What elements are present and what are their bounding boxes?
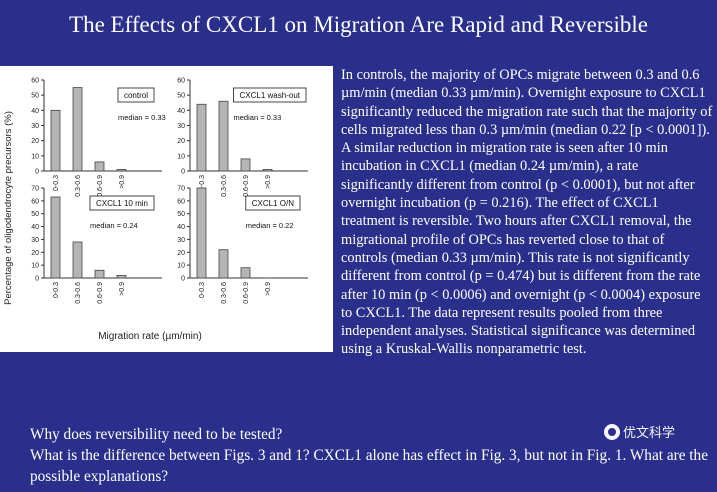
bar xyxy=(116,275,127,279)
y-tick-label: 10 xyxy=(177,153,185,160)
bar xyxy=(196,187,207,279)
bar xyxy=(72,87,83,172)
y-tick-label: 30 xyxy=(177,123,185,130)
bar-chart-figure: Percentage of oligodendrocyte precursors… xyxy=(3,78,308,342)
y-tick-label: 40 xyxy=(31,108,39,115)
watermark: 优文科学 xyxy=(604,422,675,441)
bar xyxy=(94,269,105,279)
y-tick-label: 50 xyxy=(31,211,39,218)
y-tick-label: 30 xyxy=(31,123,39,130)
legend-label: CXCL1 wash-out xyxy=(240,91,301,100)
bar xyxy=(240,158,251,172)
category-label: 0.3-0.6 xyxy=(75,175,82,197)
bar xyxy=(218,249,229,279)
y-tick-label: 10 xyxy=(31,263,39,270)
category-label: 0.6-0.9 xyxy=(243,175,250,197)
category-label: 0.3-0.6 xyxy=(221,175,228,197)
category-label: 0.6-0.9 xyxy=(97,175,104,197)
subplot-2: 0 10 20 30 40 50 60 0-0.3 0.3-0.6 0.6-0.9 >0.9 CXCL… xyxy=(177,78,308,197)
median-annotation: median = 0.24 xyxy=(90,221,138,230)
category-label: >0.9 xyxy=(119,175,126,189)
question-figure-difference: What is the difference between Figs. 3 a… xyxy=(30,447,708,485)
category-label: 0.3-0.6 xyxy=(221,282,228,304)
category-label: 0-0.3 xyxy=(53,282,60,298)
median-annotation: median = 0.33 xyxy=(234,113,282,122)
bar xyxy=(94,161,105,172)
bar xyxy=(218,100,229,172)
y-tick-label: 20 xyxy=(31,250,39,257)
legend-box xyxy=(117,87,155,103)
slide-title: The Effects of CXCL1 on Migration Are Ra… xyxy=(69,12,648,37)
bar xyxy=(50,196,61,279)
legend-box xyxy=(233,87,307,103)
y-tick-label: 20 xyxy=(31,138,39,145)
y-tick-label: 10 xyxy=(31,153,39,160)
question-reversibility: Why does reversibility need to be tested… xyxy=(30,426,283,443)
y-tick-label: 60 xyxy=(31,78,39,85)
category-label: 0-0.3 xyxy=(199,175,206,191)
y-tick-label: 70 xyxy=(177,186,185,193)
subplot-3: 0 10 20 30 40 50 60 70 0-0.3 0.3-0.6 0.6-0.9 >0.9 CX… xyxy=(31,186,162,304)
category-label: >0.9 xyxy=(119,282,126,296)
category-label: 0.6-0.9 xyxy=(243,282,250,304)
y-tick-label: 0 xyxy=(181,276,185,283)
figure-caption: In controls, the majority of OPCs migrat… xyxy=(341,67,713,358)
y-tick-label: 30 xyxy=(31,237,39,244)
subplot-1: 0 10 20 30 40 50 60 0-0.3 0.3-0.6 0.6-0.9 >0.9 cont… xyxy=(31,78,166,197)
y-tick-label: 70 xyxy=(31,186,39,193)
category-label: 0-0.3 xyxy=(199,282,206,298)
category-label: >0.9 xyxy=(265,175,272,189)
y-tick-label: 0 xyxy=(181,169,185,176)
watermark-text: 优文科学 xyxy=(623,426,676,441)
y-axis-label: Percentage of oligodendrocyte precursors… xyxy=(3,111,14,305)
y-tick-label: 50 xyxy=(177,93,185,100)
bar xyxy=(72,241,83,279)
y-tick-label: 40 xyxy=(177,108,185,115)
y-tick-label: 60 xyxy=(177,78,185,85)
y-tick-label: 50 xyxy=(177,211,185,218)
legend-box xyxy=(245,195,301,211)
legend-box xyxy=(89,195,155,211)
category-label: >0.9 xyxy=(265,282,272,296)
bar xyxy=(116,169,127,172)
y-tick-label: 60 xyxy=(177,198,185,205)
y-tick-label: 50 xyxy=(31,93,39,100)
category-label: 0-0.3 xyxy=(53,175,60,191)
y-tick-label: 40 xyxy=(177,224,185,231)
legend-label: control xyxy=(124,91,148,100)
bar xyxy=(196,103,207,172)
figure-panel: Percentage of oligodendrocyte precursors… xyxy=(0,66,333,352)
y-tick-label: 20 xyxy=(177,138,185,145)
y-tick-label: 30 xyxy=(177,237,185,244)
discussion-questions: Why does reversibility need to be tested… xyxy=(30,424,710,487)
watermark-logo-icon xyxy=(604,423,620,440)
y-tick-label: 20 xyxy=(177,250,185,257)
bar xyxy=(240,267,251,279)
median-annotation: median = 0.22 xyxy=(246,221,294,230)
y-tick-label: 0 xyxy=(35,169,39,176)
median-annotation: median = 0.33 xyxy=(118,113,166,122)
legend-label: CXCL1 10 min xyxy=(96,199,148,208)
y-tick-label: 60 xyxy=(31,198,39,205)
bar xyxy=(262,169,273,172)
y-tick-label: 0 xyxy=(35,276,39,283)
bar xyxy=(50,109,61,172)
category-label: 0.6-0.9 xyxy=(97,282,104,304)
y-tick-label: 40 xyxy=(31,224,39,231)
category-label: 0.3-0.6 xyxy=(75,282,82,304)
legend-label: CXCL1 O/N xyxy=(252,199,294,208)
x-axis-label: Migration rate (µm/min) xyxy=(98,331,202,342)
y-tick-label: 10 xyxy=(177,263,185,270)
subplot-4: 0 10 20 30 40 50 60 70 0-0.3 0.3-0.6 0.6-0.9 >0.9 CX… xyxy=(177,186,308,304)
